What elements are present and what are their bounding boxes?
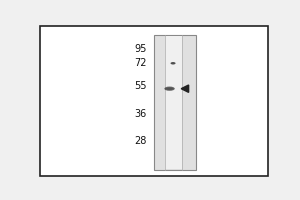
Text: 36: 36 (134, 109, 147, 119)
Ellipse shape (164, 87, 175, 91)
Text: 55: 55 (134, 81, 147, 91)
Text: 28: 28 (134, 136, 147, 146)
Bar (154, 35, 196, 170)
Ellipse shape (166, 88, 173, 90)
Ellipse shape (165, 87, 174, 90)
Polygon shape (181, 85, 189, 92)
Ellipse shape (170, 62, 175, 65)
Text: 72: 72 (134, 58, 147, 68)
Bar (165, 36, 182, 169)
Text: 95: 95 (134, 44, 147, 54)
